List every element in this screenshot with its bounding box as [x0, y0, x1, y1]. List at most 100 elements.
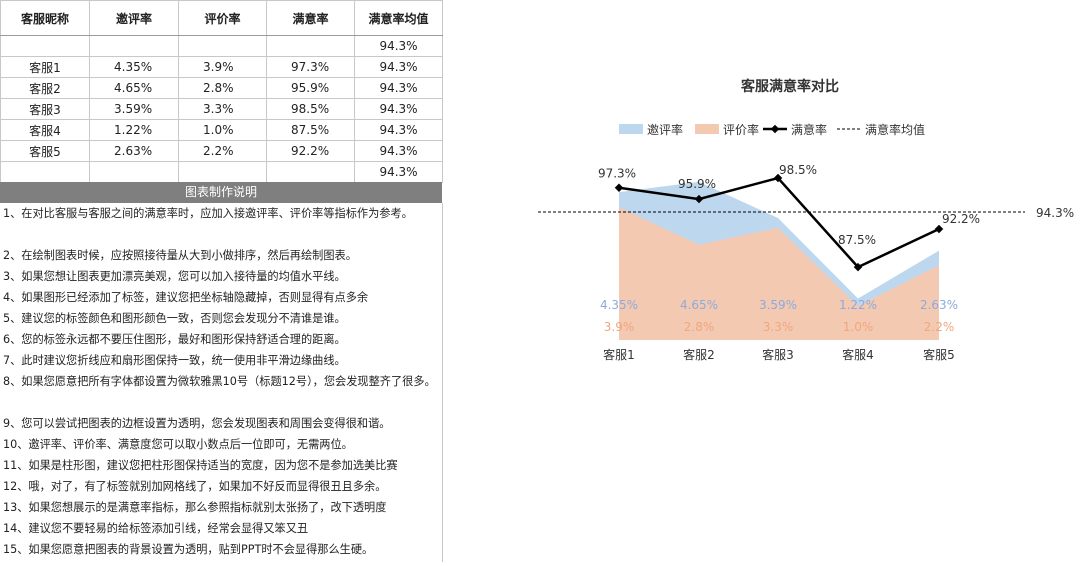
chart-panel: 客服满意率对比 邀评率 评价率 满意率 满意率均值 94.3% 97.3% 95.9% 98…	[442, 0, 1080, 562]
table-cell[interactable]	[266, 35, 355, 57]
list-item: 7、此时建议您折线应和扇形图保持一致，统一使用非平滑边缘曲线。	[3, 354, 346, 367]
list-item: 15、如果您愿意把图表的背景设置为透明，贴到PPT时不会显得那么生硬。	[3, 543, 374, 556]
list-item: 12、哦，对了，有了标签就别加网格线了，如果加不好反而显得很丑且多余。	[3, 480, 387, 493]
list-item: 13、如果您想展示的是满意率指标，那么参照指标就别太张扬了，改下透明度	[3, 501, 387, 514]
average-label: 94.3%	[1036, 206, 1074, 220]
table-cell[interactable]: 87.5%	[266, 119, 355, 141]
table-cell[interactable]: 3.59%	[89, 98, 179, 120]
table-row: 94.3%	[0, 35, 443, 57]
table-row: 客服2 4.65% 2.8% 95.9% 94.3%	[0, 77, 443, 99]
table-cell[interactable]	[178, 161, 267, 183]
table-cell[interactable]: 3.3%	[178, 98, 267, 120]
table-cell[interactable]: 1.0%	[178, 119, 267, 141]
header-cell[interactable]: 客服昵称	[0, 0, 90, 36]
table-header-row: 客服昵称 邀评率 评价率 满意率 满意率均值	[0, 0, 443, 36]
table-row: 客服1 4.35% 3.9% 97.3% 94.3%	[0, 56, 443, 78]
list-item: 2、在绘制图表时候，应按照接待量从大到小做排序，然后再绘制图表。	[3, 249, 357, 262]
list-item: 4、如果图形已经添加了标签，建议您把坐标轴隐藏掉，否则显得有点多余	[3, 291, 369, 304]
table-cell[interactable]: 客服5	[0, 140, 90, 162]
table-cell[interactable]: 95.9%	[266, 77, 355, 99]
legend-marker	[770, 124, 780, 134]
x-tick-label: 客服2	[683, 347, 715, 362]
data-label: 3.3%	[763, 320, 794, 334]
table-cell[interactable]: 94.3%	[354, 140, 443, 162]
data-label: 92.2%	[942, 212, 980, 226]
data-point	[853, 262, 863, 272]
header-cell[interactable]: 评价率	[178, 0, 267, 36]
table-cell[interactable]: 客服4	[0, 119, 90, 141]
legend-label: 评价率	[723, 122, 759, 137]
notes-title: 图表制作说明	[0, 182, 442, 203]
data-label: 87.5%	[838, 233, 876, 247]
legend-swatch	[619, 124, 643, 134]
legend-label: 满意率均值	[865, 122, 925, 137]
list-item: 3、如果您想让图表更加漂亮美观，您可以加入接待量的均值水平线。	[3, 270, 346, 283]
data-label: 4.65%	[680, 298, 718, 312]
data-point	[614, 183, 624, 192]
table-cell[interactable]: 客服3	[0, 98, 90, 120]
list-item: 10、邀评率、评价率、满意度您可以取小数点后一位即可，无需两位。	[3, 438, 353, 451]
data-point	[934, 224, 944, 234]
data-label: 3.59%	[759, 298, 797, 312]
table-cell[interactable]: 1.22%	[89, 119, 179, 141]
x-tick-label: 客服1	[603, 347, 635, 362]
list-item: 6、您的标签永远都不要压住图形，最好和图形保持舒适合理的距离。	[3, 333, 346, 346]
data-label: 1.22%	[839, 298, 877, 312]
list-item: 1、在对比客服与客服之间的满意率时，应加入接邀评率、评价率等指标作为参考。	[3, 207, 413, 220]
table-cell[interactable]: 97.3%	[266, 56, 355, 78]
table-cell[interactable]: 客服1	[0, 56, 90, 78]
x-tick-label: 客服3	[762, 347, 794, 362]
header-cell[interactable]: 满意率	[266, 0, 355, 36]
data-label: 2.8%	[684, 320, 715, 334]
table-cell[interactable]	[266, 161, 355, 183]
chart-svg: 客服满意率对比 邀评率 评价率 满意率 满意率均值 94.3% 97.3% 95.9% 98…	[538, 78, 1074, 362]
chart-legend: 邀评率 评价率 满意率 满意率均值	[619, 122, 925, 137]
table-cell[interactable]: 98.5%	[266, 98, 355, 120]
list-item: 8、如果您愿意把所有字体都设置为微软雅黑10号（标题12号），您会发现整齐了很多…	[3, 375, 436, 388]
x-tick-label: 客服5	[923, 347, 955, 362]
table-cell[interactable]: 4.65%	[89, 77, 179, 99]
table-cell[interactable]: 94.3%	[354, 98, 443, 120]
header-cell[interactable]: 邀评率	[89, 0, 179, 36]
legend-label: 满意率	[791, 122, 827, 137]
table-cell[interactable]	[0, 161, 90, 183]
table-cell[interactable]: 94.3%	[354, 161, 443, 183]
x-tick-label: 客服4	[842, 347, 874, 362]
table-cell[interactable]: 94.3%	[354, 56, 443, 78]
table-cell[interactable]	[89, 161, 179, 183]
spreadsheet-panel: 客服昵称 邀评率 评价率 满意率 满意率均值 94.3% 客服1 4.35% 3…	[0, 0, 443, 562]
table-cell[interactable]: 2.63%	[89, 140, 179, 162]
data-label: 2.2%	[924, 320, 955, 334]
data-label: 4.35%	[600, 298, 638, 312]
data-table: 客服昵称 邀评率 评价率 满意率 满意率均值 94.3% 客服1 4.35% 3…	[0, 0, 443, 183]
data-label: 2.63%	[920, 298, 958, 312]
table-cell[interactable]: 94.3%	[354, 35, 443, 57]
list-item: 14、建议您不要轻易的给标签添加引线，经常会显得又笨又丑	[3, 522, 309, 535]
plot-area: 94.3% 97.3% 95.9% 98.5% 87.5% 92.2% 4.35% 4.65%…	[538, 163, 1074, 362]
chart-title: 客服满意率对比	[740, 78, 839, 95]
header-cell[interactable]: 满意率均值	[354, 0, 443, 36]
table-row: 客服5 2.63% 2.2% 92.2% 94.3%	[0, 140, 443, 162]
data-label: 98.5%	[779, 163, 817, 177]
legend-swatch	[695, 124, 719, 134]
table-cell[interactable]: 94.3%	[354, 77, 443, 99]
table-row: 客服4 1.22% 1.0% 87.5% 94.3%	[0, 119, 443, 141]
notes-list: 1、在对比客服与客服之间的满意率时，应加入接邀评率、评价率等指标作为参考。 2、…	[0, 203, 443, 562]
table-cell[interactable]: 3.9%	[178, 56, 267, 78]
table-cell[interactable]: 2.2%	[178, 140, 267, 162]
table-cell[interactable]: 4.35%	[89, 56, 179, 78]
table-cell[interactable]	[0, 35, 90, 57]
legend-label: 邀评率	[647, 122, 683, 137]
table-cell[interactable]: 客服2	[0, 77, 90, 99]
data-label: 3.9%	[604, 320, 635, 334]
table-row: 94.3%	[0, 161, 443, 183]
data-label: 97.3%	[598, 167, 636, 181]
list-item: 9、您可以尝试把图表的边框设置为透明，您会发现图表和周围会变得很和谐。	[3, 417, 391, 430]
table-cell[interactable]: 2.8%	[178, 77, 267, 99]
table-cell[interactable]	[178, 35, 267, 57]
table-cell[interactable]: 92.2%	[266, 140, 355, 162]
table-cell[interactable]	[89, 35, 179, 57]
table-cell[interactable]: 94.3%	[354, 119, 443, 141]
table-row: 客服3 3.59% 3.3% 98.5% 94.3%	[0, 98, 443, 120]
data-label: 1.0%	[843, 320, 874, 334]
